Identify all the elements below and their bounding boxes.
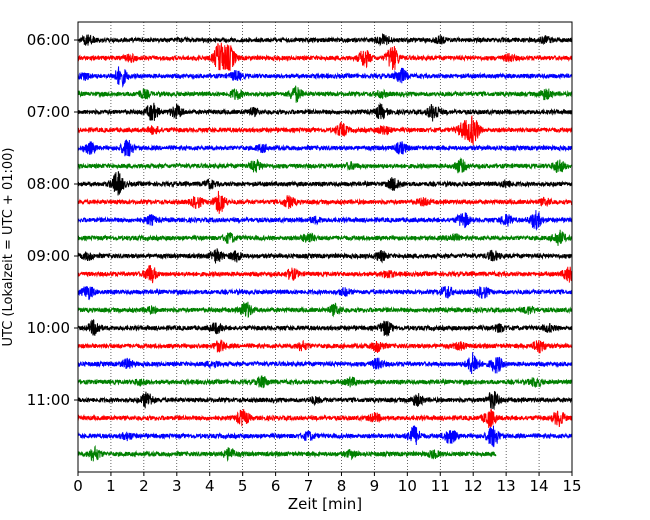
- x-tick-label: 4: [205, 477, 215, 495]
- trace-1115: [77, 409, 573, 429]
- x-axis: 0 1 2 3 4 5 6 7 8 9 10 11 12 13 14 15: [73, 472, 582, 495]
- y-tick-label: 11:00: [27, 391, 70, 409]
- y-tick-label: 06:00: [27, 31, 70, 49]
- x-tick-label: 6: [271, 477, 281, 495]
- y-tick-label: 08:00: [27, 175, 70, 193]
- trace-0715: [77, 115, 573, 146]
- trace-0900: [77, 248, 573, 264]
- x-tick-label: 3: [172, 477, 182, 495]
- y-axis: 06:00 07:00 08:00 09:00 10:00 11:00: [27, 31, 78, 409]
- trace-1130: [77, 425, 573, 448]
- x-tick-label: 14: [530, 477, 549, 495]
- trace-0845: [77, 229, 573, 246]
- trace-0630: [77, 66, 573, 88]
- trace-0745: [77, 157, 573, 174]
- x-tick-label: 8: [337, 477, 347, 495]
- x-tick-label: 7: [304, 477, 314, 495]
- x-axis-label: Zeit [min]: [288, 495, 362, 513]
- y-tick-label: 07:00: [27, 103, 70, 121]
- grid-lines: [110, 22, 540, 472]
- seismic-traces: [77, 32, 573, 463]
- trace-0700: [77, 102, 573, 122]
- trace-1030: [77, 352, 573, 374]
- trace-1015: [77, 339, 573, 354]
- x-tick-label: 11: [431, 477, 450, 495]
- trace-0730: [77, 139, 573, 157]
- x-tick-label: 15: [562, 477, 581, 495]
- x-tick-label: 12: [464, 477, 483, 495]
- plot-frame: [77, 21, 573, 473]
- trace-1100: [77, 390, 573, 411]
- trace-0815: [77, 190, 573, 214]
- trace-0615: [77, 42, 573, 71]
- trace-0645: [77, 85, 573, 103]
- x-tick-label: 5: [238, 477, 248, 495]
- x-tick-label: 9: [370, 477, 380, 495]
- trace-1000: [77, 319, 573, 337]
- trace-1145: [77, 445, 497, 463]
- x-tick-label: 0: [73, 477, 83, 495]
- trace-0915: [77, 265, 573, 284]
- trace-0800: [77, 171, 573, 196]
- x-tick-label: 2: [139, 477, 149, 495]
- x-tick-label: 13: [497, 477, 516, 495]
- trace-1045: [77, 375, 573, 389]
- x-tick-label: 1: [106, 477, 116, 495]
- trace-0930: [77, 285, 573, 301]
- y-axis-label: UTC (Lokalzeit = UTC + 01:00): [1, 148, 16, 347]
- y-tick-label: 09:00: [27, 247, 70, 265]
- trace-0830: [77, 210, 573, 231]
- y-tick-label: 10:00: [27, 319, 70, 337]
- trace-0600: [77, 32, 573, 47]
- x-tick-label: 10: [398, 477, 417, 495]
- trace-0945: [77, 301, 573, 318]
